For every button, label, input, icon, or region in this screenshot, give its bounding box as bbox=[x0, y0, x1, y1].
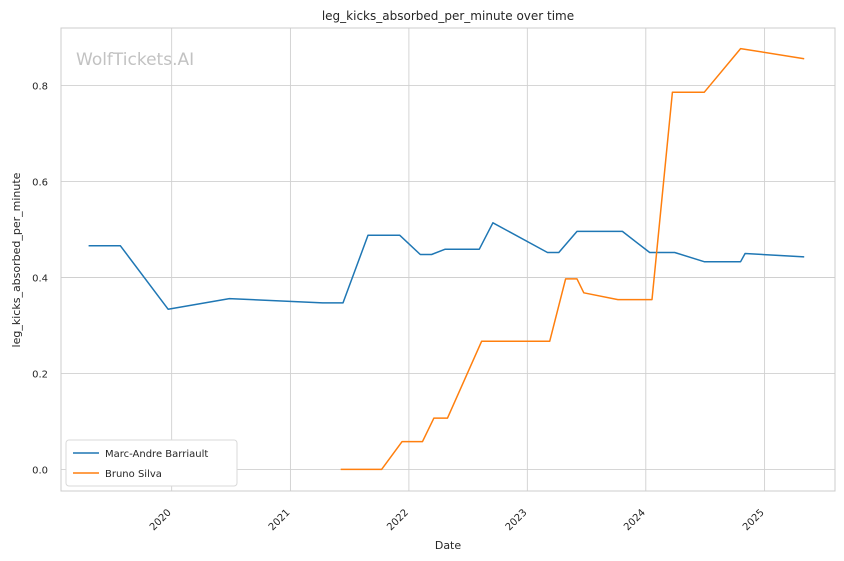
y-tick-label: 0.2 bbox=[32, 369, 48, 380]
x-tick-label: 2022 bbox=[385, 507, 411, 533]
x-tick-label: 2023 bbox=[504, 507, 530, 533]
legend-label-bruno-silva: Bruno Silva bbox=[105, 469, 162, 480]
x-tick-labels: 2020 2021 2022 2023 2024 2025 bbox=[148, 507, 767, 533]
y-tick-label: 0.4 bbox=[32, 273, 48, 284]
y-tick-label: 0.6 bbox=[32, 178, 48, 189]
x-tick-label: 2024 bbox=[622, 507, 648, 533]
watermark: WolfTickets.AI bbox=[76, 50, 194, 70]
plot-frame bbox=[60, 27, 836, 492]
legend: Marc-Andre Barriault Bruno Silva bbox=[65, 439, 238, 487]
y-tick-label: 0.8 bbox=[32, 82, 48, 93]
legend-label-marc-andre-barriault: Marc-Andre Barriault bbox=[105, 449, 208, 460]
x-tick-label: 2020 bbox=[148, 507, 174, 533]
x-axis-label: Date bbox=[435, 539, 462, 552]
series-line-marc-andre-barriault bbox=[88, 222, 805, 310]
y-tick-label: 0.0 bbox=[32, 465, 48, 476]
legend-box bbox=[65, 439, 238, 487]
series-lines bbox=[88, 47, 805, 471]
chart-title: leg_kicks_absorbed_per_minute over time bbox=[322, 9, 574, 23]
x-tick-label: 2021 bbox=[267, 507, 293, 533]
series-line-bruno-silva bbox=[340, 47, 805, 471]
grid-lines bbox=[61, 28, 835, 491]
x-tick-label: 2025 bbox=[741, 507, 767, 533]
y-axis-label: leg_kicks_absorbed_per_minute bbox=[10, 172, 23, 347]
y-tick-labels: 0.0 0.2 0.4 0.6 0.8 bbox=[32, 82, 48, 477]
